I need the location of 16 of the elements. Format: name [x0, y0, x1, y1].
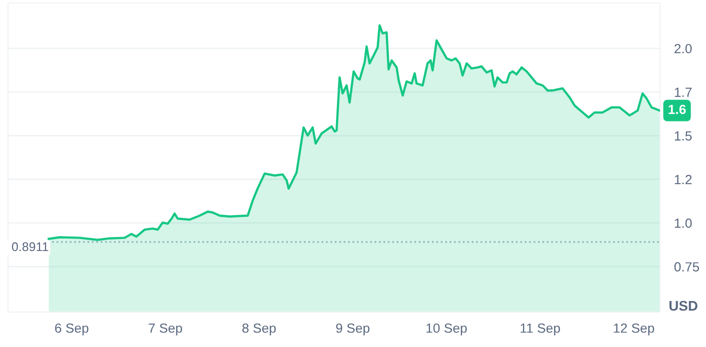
y-tick-label: 1.0 [674, 218, 692, 228]
y-tick-label: 1.2 [674, 174, 692, 184]
y-axis-title: USD [670, 300, 698, 311]
y-tick-label: 1.5 [674, 131, 692, 141]
y-tick-label: 0.75 [674, 262, 700, 272]
x-tick-label: 11 Sep [520, 323, 560, 336]
y-tick-label: 1.7 [674, 88, 692, 97]
x-tick-label: 7 Sep [148, 323, 182, 336]
x-tick-label: 12 Sep [614, 323, 654, 336]
ref-line-label: 0.8911 [12, 242, 48, 252]
annotation: 1.6 [668, 104, 686, 114]
x-tick-label: 6 Sep [55, 323, 88, 336]
x-tick-label: 8 Sep [242, 323, 276, 336]
y-tick-label: 2.0 [674, 44, 692, 54]
x-tick-label: 9 Sep [336, 323, 370, 336]
x-tick-label: 10 Sep [426, 323, 467, 336]
